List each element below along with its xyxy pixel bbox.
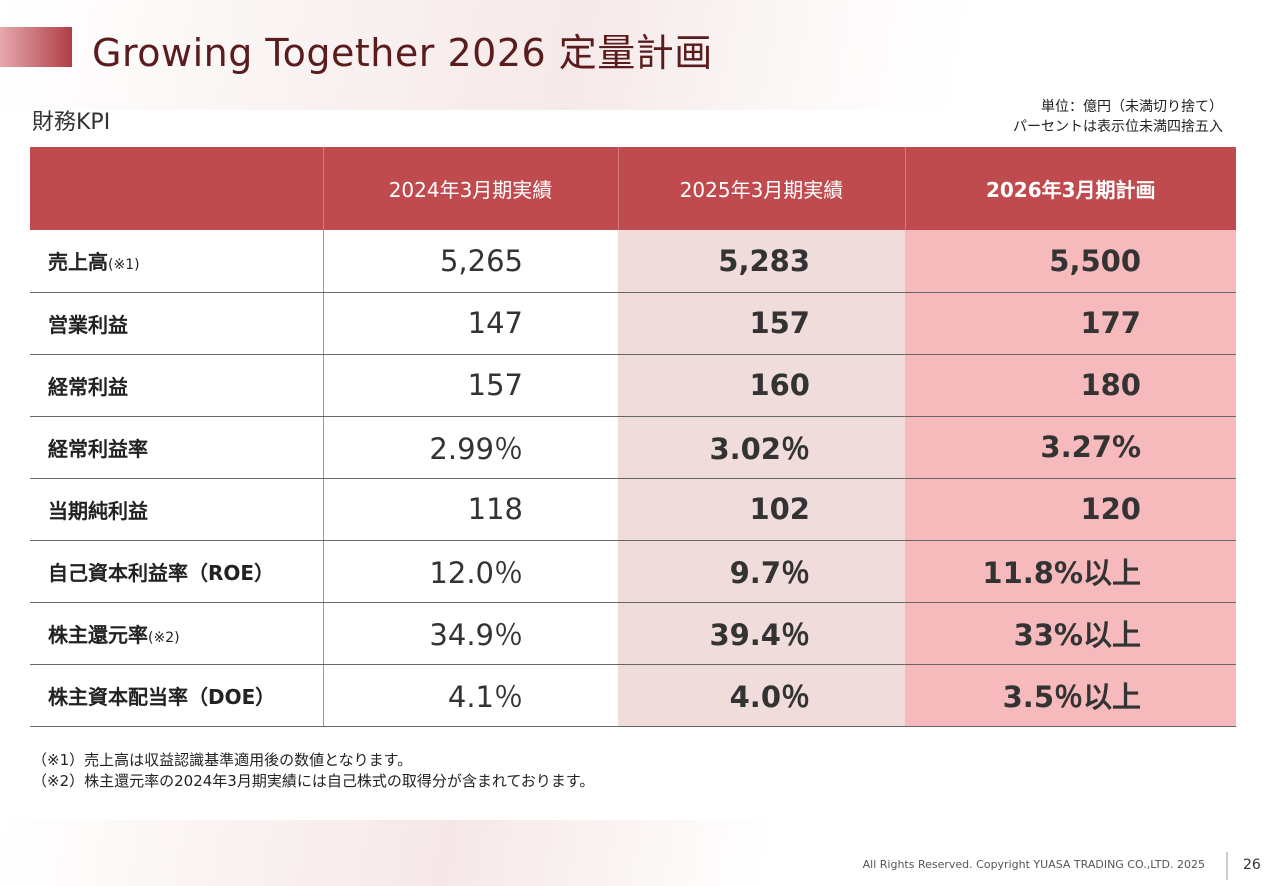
- page-title: Growing Together 2026 定量計画: [92, 31, 713, 75]
- page-number: 26: [1243, 857, 1261, 873]
- row-label: 経常利益率: [30, 416, 324, 479]
- header-fy2025: 2025年3月期実績: [617, 147, 905, 230]
- cell-fy2026: 5,500: [905, 230, 1236, 293]
- cell-fy2024: 2.99％: [323, 416, 618, 479]
- row-label: 当期純利益: [30, 478, 324, 541]
- table-row: 営業利益 147 157 177: [30, 292, 1236, 355]
- row-label: 株主還元率(※2): [30, 602, 324, 665]
- cell-fy2025: 9.7％: [618, 540, 905, 603]
- cell-fy2025: 5,283: [618, 230, 905, 293]
- table-row: 株主資本配当率（DOE） 4.1％ 4.0％ 3.5％以上: [30, 664, 1236, 727]
- cell-fy2024: 147: [323, 292, 618, 355]
- footnotes: （※1）売上高は収益認識基準適用後の数値となります。 （※2）株主還元率の202…: [32, 750, 594, 792]
- cell-fy2026: 180: [905, 354, 1236, 417]
- unit-note-line1: 単位：億円（未満切り捨て）: [1041, 99, 1223, 115]
- cell-fy2025: 157: [618, 292, 905, 355]
- row-label: 経常利益: [30, 354, 324, 417]
- header-background: [0, 0, 1280, 110]
- cell-fy2024: 12.0％: [323, 540, 618, 603]
- footer-divider: [1226, 852, 1228, 880]
- header-empty-cell: [30, 147, 323, 230]
- unit-note-line2: パーセントは表示位未満四捨五入: [1013, 119, 1223, 135]
- cell-fy2026: 3.5％以上: [905, 664, 1236, 727]
- footnote-1: （※1）売上高は収益認識基準適用後の数値となります。: [32, 751, 413, 769]
- table-row: 経常利益 157 160 180: [30, 354, 1236, 417]
- table-row: 株主還元率(※2) 34.9％ 39.4％ 33%以上: [30, 602, 1236, 665]
- row-label: 株主資本配当率（DOE）: [30, 664, 324, 727]
- cell-fy2025: 4.0％: [618, 664, 905, 727]
- cell-fy2025: 102: [618, 478, 905, 541]
- cell-fy2025: 160: [618, 354, 905, 417]
- row-note: (※2): [148, 629, 180, 646]
- section-label: 財務KPI: [32, 110, 111, 135]
- table-row: 自己資本利益率（ROE） 12.0％ 9.7％ 11.8%以上: [30, 540, 1236, 603]
- title-accent-bar: [0, 27, 72, 67]
- cell-fy2026: 3.27%: [905, 416, 1236, 479]
- header-fy2026: 2026年3月期計画: [904, 147, 1236, 230]
- table-row: 当期純利益 118 102 120: [30, 478, 1236, 541]
- cell-fy2026: 11.8%以上: [905, 540, 1236, 603]
- unit-note: 単位：億円（未満切り捨て） パーセントは表示位未満四捨五入: [1013, 97, 1223, 137]
- row-note: (※1): [108, 257, 140, 274]
- table-header-row: 2024年3月期実績 2025年3月期実績 2026年3月期計画: [30, 147, 1236, 230]
- row-label: 営業利益: [30, 292, 324, 355]
- header-fy2024: 2024年3月期実績: [322, 147, 618, 230]
- cell-fy2024: 5,265: [323, 230, 618, 293]
- copyright-text: All Rights Reserved. Copyright YUASA TRA…: [862, 858, 1205, 871]
- cell-fy2024: 118: [323, 478, 618, 541]
- row-label: 自己資本利益率（ROE）: [30, 540, 324, 603]
- cell-fy2025: 3.02％: [618, 416, 905, 479]
- cell-fy2025: 39.4％: [618, 602, 905, 665]
- cell-fy2026: 120: [905, 478, 1236, 541]
- cell-fy2026: 177: [905, 292, 1236, 355]
- footnote-2: （※2）株主還元率の2024年3月期実績には自己株式の取得分が含まれております。: [32, 772, 595, 790]
- table-row: 経常利益率 2.99％ 3.02％ 3.27%: [30, 416, 1236, 479]
- cell-fy2024: 34.9％: [323, 602, 618, 665]
- table-row: 売上高(※1) 5,265 5,283 5,500: [30, 230, 1236, 293]
- cell-fy2024: 157: [323, 354, 618, 417]
- cell-fy2024: 4.1％: [323, 664, 618, 727]
- row-label: 売上高(※1): [30, 230, 324, 293]
- footer-background: [0, 820, 1280, 886]
- kpi-table: 2024年3月期実績 2025年3月期実績 2026年3月期計画 売上高(※1)…: [30, 147, 1236, 727]
- cell-fy2026: 33%以上: [905, 602, 1236, 665]
